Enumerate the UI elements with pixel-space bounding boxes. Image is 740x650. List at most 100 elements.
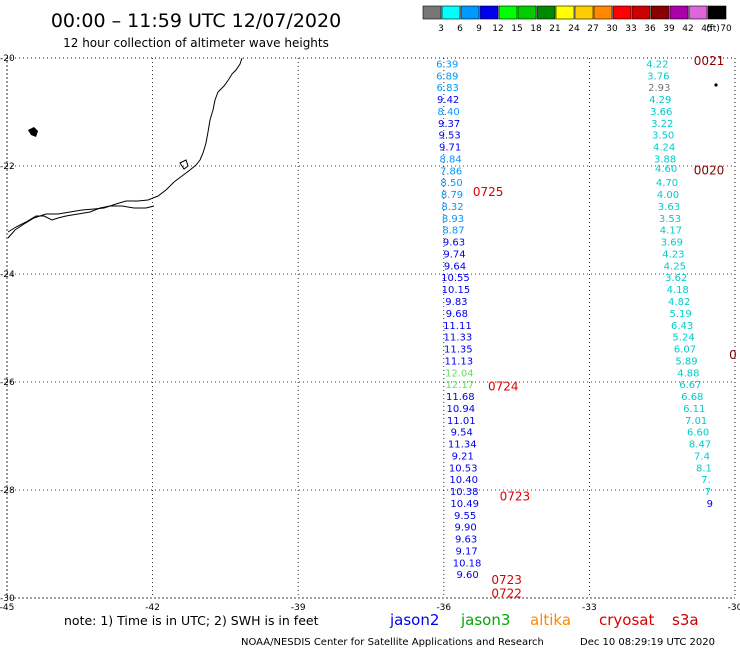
longitude-tick-label: -30 (728, 603, 740, 613)
swh-value: 10.49 (450, 499, 479, 510)
swh-value: 9 (707, 499, 713, 510)
colorbar-tick-label: 18 (530, 24, 542, 34)
swh-value: 10.55 (441, 273, 470, 284)
map-frame (6, 57, 736, 599)
colorbar-swatch (498, 5, 518, 20)
swh-value: 11.13 (445, 356, 474, 367)
swh-value: 6.07 (674, 345, 696, 356)
map-title: 00:00 – 11:59 UTC 12/07/2020 (51, 10, 341, 32)
swh-value: 9.90 (455, 523, 477, 534)
colorbar-tick-label: 9 (476, 24, 482, 34)
colorbar-swatch (707, 5, 727, 20)
swh-value: 9.53 (438, 131, 460, 142)
island-dot (714, 83, 718, 87)
swh-value: 11.11 (443, 321, 472, 332)
colorbar-tick-label: 15 (511, 24, 522, 34)
colorbar-swatch (612, 5, 632, 20)
swh-value: 10.15 (442, 285, 471, 296)
swh-value: 3.66 (650, 107, 672, 118)
swh-value: 9.54 (451, 428, 473, 439)
swh-value: 9.83 (445, 297, 467, 308)
swh-value: 11.68 (446, 392, 475, 403)
colorbar-tick-label: 42 (682, 24, 693, 34)
swh-value: 8.32 (441, 202, 463, 213)
swh-value: 3.63 (658, 202, 680, 213)
swh-value: 4.00 (657, 190, 679, 201)
swh-value: 9.21 (452, 451, 474, 462)
pass-time-label: 0021 (694, 54, 725, 68)
swh-value: 4.22 (646, 59, 668, 70)
mission-label: altika (530, 611, 571, 629)
mission-label: jason2 (389, 611, 439, 629)
swh-value: 8.47 (689, 440, 711, 451)
colorbar-tick-label: 12 (492, 24, 503, 34)
swh-value: 7.86 (440, 166, 462, 177)
swh-value: 6.60 (687, 428, 709, 439)
island (179, 159, 189, 170)
swh-value: 9.74 (443, 249, 465, 260)
swh-value: 11.35 (444, 345, 473, 356)
coastline (7, 57, 243, 239)
colorbar-swatch (479, 5, 499, 20)
colorbar-swatch (536, 5, 556, 20)
swh-value: 8.79 (441, 190, 463, 201)
colorbar-swatch (422, 5, 442, 20)
colorbar-unit: (ft) (706, 24, 720, 34)
colorbar-tick-label: 30 (606, 24, 618, 34)
longitude-tick-label: -39 (291, 603, 306, 613)
swh-tracks: 6.396.896.839.428.409.379.539.718.847.86… (436, 59, 713, 581)
swh-value: 5.24 (672, 333, 694, 344)
swh-value: 6.83 (437, 83, 459, 94)
swh-value: 12.04 (445, 368, 474, 379)
footer-note: note: 1) Time is in UTC; 2) SWH is in fe… (64, 613, 319, 628)
swh-value: 4.82 (668, 297, 690, 308)
colorbar-tick-label: 36 (644, 24, 656, 34)
swh-value: 4.88 (677, 368, 699, 379)
swh-value: 7.01 (685, 416, 707, 427)
colorbar-swatch (460, 5, 480, 20)
swh-value: 8.50 (440, 178, 462, 189)
colorbar-tick-label: 70 (720, 24, 732, 34)
coastline-inlet (7, 205, 155, 233)
swh-value: 8.84 (439, 154, 461, 165)
longitude-tick-label: -36 (436, 603, 451, 613)
swh-value: 6.43 (671, 321, 693, 332)
swh-value: 4.17 (660, 226, 682, 237)
swh-value: 10.40 (449, 475, 478, 486)
swh-value: 6.89 (436, 71, 458, 82)
swh-value: 9.42 (437, 95, 459, 106)
colorbar-swatch (517, 5, 537, 20)
swh-value: 3.53 (659, 214, 681, 225)
colorbar-swatch (593, 5, 613, 20)
swh-value: 4.23 (662, 249, 684, 260)
swh-value: 8.1 (696, 463, 712, 474)
pass-time-label: 0020 (694, 163, 725, 177)
swh-value: 11.34 (448, 440, 477, 451)
pass-time-label: 0722 (491, 587, 522, 601)
latitude-tick-label: -26 (0, 378, 15, 388)
island (28, 127, 38, 137)
pass-time-label: 0723 (500, 489, 531, 503)
colorbar-tick-label: 24 (568, 24, 580, 34)
swh-value: 9.55 (454, 511, 476, 522)
swh-value: 4.18 (667, 285, 689, 296)
graticule (6, 57, 736, 599)
latitude-tick-label: -20 (0, 54, 15, 64)
swh-value: 9.63 (455, 535, 477, 546)
swh-value: 6.68 (681, 392, 703, 403)
swh-value: 4.24 (653, 143, 675, 154)
swh-value: 3.76 (647, 71, 669, 82)
latitude-tick-label: -28 (0, 486, 15, 496)
swh-value: 3.69 (661, 238, 683, 249)
colorbar-tick-label: 33 (625, 24, 636, 34)
swh-value: 10.18 (453, 558, 482, 569)
latitude-tick-label: -30 (0, 594, 15, 604)
swh-value: 9.71 (439, 143, 461, 154)
longitude-tick-label: -33 (582, 603, 597, 613)
swh-value: 3.50 (652, 131, 674, 142)
swh-value: 4.60 (655, 164, 677, 175)
swh-value: 8.40 (438, 107, 460, 118)
swh-value: 11.33 (444, 333, 473, 344)
colorbar-swatch (650, 5, 670, 20)
